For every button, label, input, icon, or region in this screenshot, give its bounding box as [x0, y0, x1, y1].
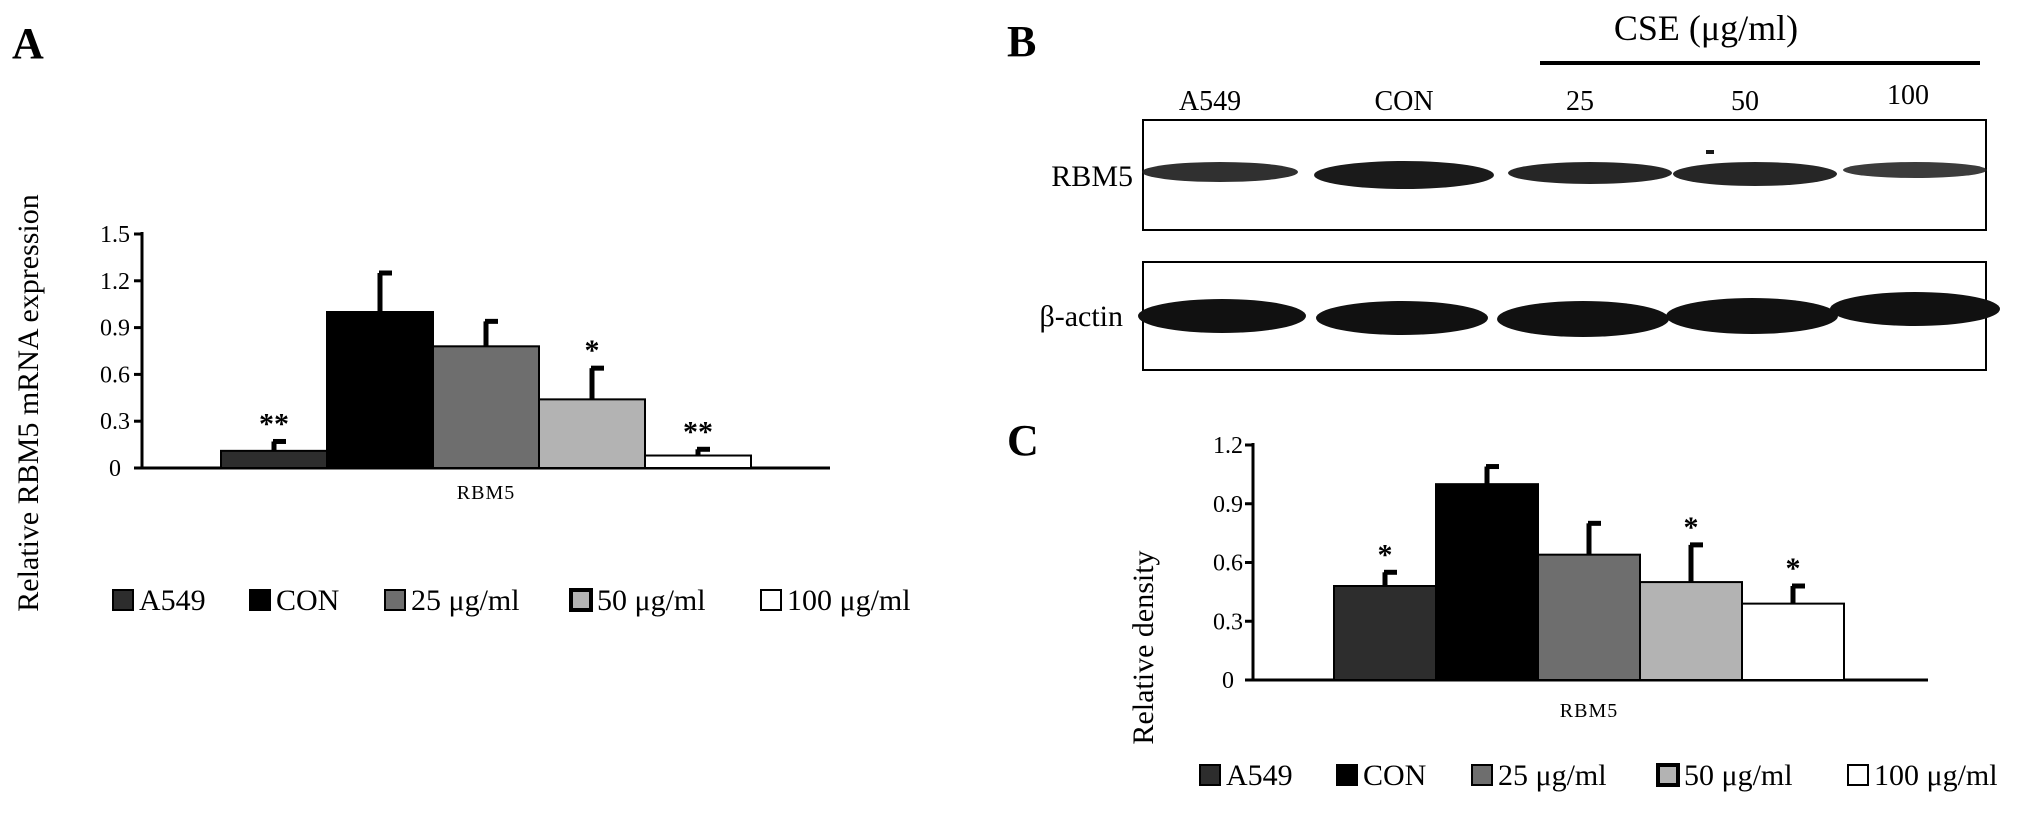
legend-swatch-a549 — [112, 589, 134, 611]
significance-50-g-ml: * — [585, 334, 600, 367]
legend-label-25-g-ml: 25 μg/ml — [1498, 759, 1607, 792]
legend-label-a549: A549 — [1226, 759, 1293, 792]
y-tick-label: 0.6 — [100, 362, 130, 388]
band-actin-100 — [1830, 292, 2000, 326]
y-axis-label: Relative RBM5 mRNA expression — [12, 194, 45, 611]
cse-treatment-label: CSE (μg/ml) — [1614, 8, 1798, 48]
panel-b-western-blot: CSE (μg/ml) A549 CON 25 50 100 RBM5 β-ac… — [1039, 8, 2000, 371]
y-tick-label: 0.9 — [100, 316, 130, 342]
band-actin-50 — [1666, 298, 1838, 334]
bar-25-g-ml — [1537, 553, 1641, 682]
blot-label-beta-actin: β-actin — [1039, 300, 1123, 333]
y-axis-label: Relative density — [1127, 550, 1160, 744]
legend-label-50-g-ml: 50 μg/ml — [1684, 759, 1793, 792]
y-tick-label: 1.2 — [100, 269, 130, 295]
significance-a549: ** — [259, 407, 289, 440]
bar-25-g-ml — [432, 345, 540, 470]
legend-label-25-g-ml: 25 μg/ml — [411, 584, 520, 617]
y-tick-label: 0.6 — [1213, 551, 1243, 577]
bar-a549 — [220, 449, 328, 469]
panel-c-chart: 0 0.3 0.6 0.9 1.2 Relative density * * * RBM5 A549… — [1127, 433, 1998, 792]
legend-swatch-25-g-ml — [1471, 764, 1493, 786]
band-actin-con — [1316, 301, 1488, 335]
legend-swatch-con — [249, 589, 271, 611]
panel-c-letter: C — [1007, 416, 1039, 465]
blot-beta-actin-bands — [1138, 292, 2000, 337]
legend-swatch-con — [1336, 764, 1358, 786]
legend-swatch-50-g-ml — [1656, 763, 1680, 787]
legend-label-a549: A549 — [139, 584, 206, 617]
bar-100-g-ml — [1741, 602, 1845, 681]
legend-swatch-25-g-ml — [384, 589, 406, 611]
band-actin-a549 — [1138, 299, 1306, 333]
panel-a-letter: A — [12, 19, 44, 68]
y-tick-label: 0.3 — [100, 409, 130, 435]
legend-label-100-g-ml: 100 μg/ml — [787, 584, 911, 617]
y-tick-label: 0.9 — [1213, 492, 1243, 518]
bar-50-g-ml — [1639, 581, 1743, 681]
bar-100-g-ml — [644, 454, 752, 469]
lane-label-50: 50 — [1731, 86, 1759, 117]
y-tick-label: 1.2 — [1213, 433, 1243, 459]
lane-label-a549: A549 — [1179, 86, 1241, 117]
y-tick-label: 0 — [1222, 668, 1234, 694]
y-tick-label: 0 — [109, 456, 121, 482]
band-rbm5-25 — [1508, 162, 1672, 184]
lane-label-con: CON — [1374, 86, 1433, 117]
y-tick-label: 0.3 — [1213, 609, 1243, 635]
legend-label-con: CON — [1363, 759, 1426, 792]
bar-50-g-ml — [538, 398, 646, 469]
band-rbm5-100 — [1843, 162, 1987, 178]
significance-a549: * — [1378, 538, 1393, 571]
legend-swatch-50-g-ml — [569, 588, 593, 612]
blot-rbm5-bands — [1142, 150, 1987, 189]
significance-50-g-ml: * — [1684, 511, 1699, 544]
significance-100-g-ml: ** — [683, 415, 713, 448]
significance-100-g-ml: * — [1786, 552, 1801, 585]
legend-label-con: CON — [276, 584, 339, 617]
legend-swatch-100-g-ml — [1847, 764, 1869, 786]
x-category-label: RBM5 — [457, 482, 515, 504]
lane-label-100: 100 — [1887, 80, 1929, 111]
panel-a-chart: 0 0.3 0.6 0.9 1.2 1.5 Relative RBM5 mRNA expre… — [12, 194, 911, 617]
bar-con — [326, 311, 434, 469]
y-tick-label: 1.5 — [100, 222, 130, 248]
lane-label-25: 25 — [1566, 86, 1594, 117]
legend-swatch-100-g-ml — [760, 589, 782, 611]
legend-label-100-g-ml: 100 μg/ml — [1874, 759, 1998, 792]
legend-label-50-g-ml: 50 μg/ml — [597, 584, 706, 617]
bar-a549 — [1333, 585, 1437, 681]
band-actin-25 — [1497, 301, 1669, 337]
blot-speck — [1706, 150, 1714, 154]
band-rbm5-con — [1314, 161, 1494, 189]
blot-label-rbm5: RBM5 — [1051, 160, 1133, 193]
band-rbm5-50 — [1673, 162, 1837, 186]
panel-b-letter: B — [1007, 17, 1036, 66]
bar-con — [1435, 483, 1539, 681]
x-category-label: RBM5 — [1560, 700, 1618, 722]
band-rbm5-a549 — [1142, 162, 1298, 182]
legend-swatch-a549 — [1199, 764, 1221, 786]
